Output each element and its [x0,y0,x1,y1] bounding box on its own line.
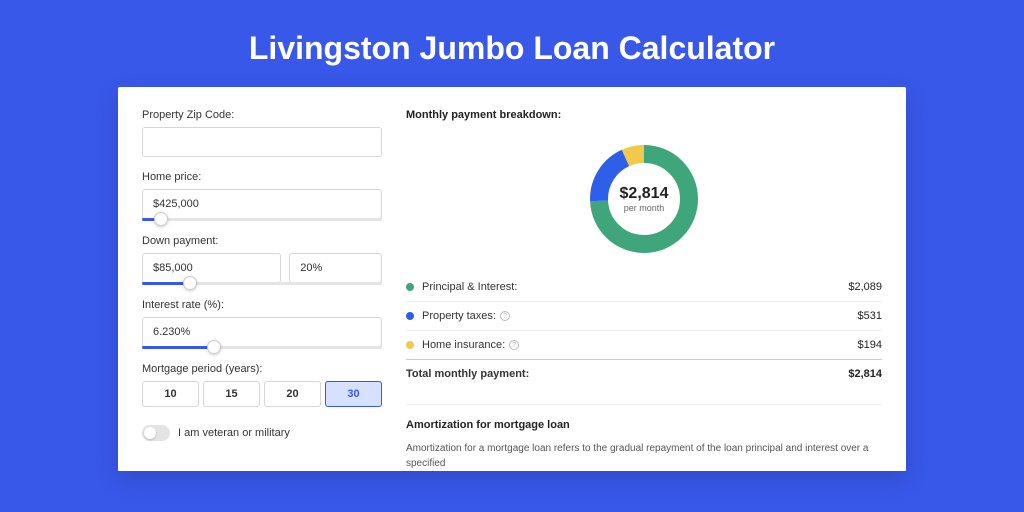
donut-chart: $2,814 per month [584,139,704,259]
mortgage-period-group: 10152030 [142,381,382,407]
legend-dot [406,283,414,291]
period-option-20[interactable]: 20 [264,381,321,407]
legend-row: Property taxes:? $531 [406,301,882,330]
down-payment-input[interactable] [142,253,281,283]
field-zip: Property Zip Code: [142,109,382,157]
legend-row: Home insurance:? $194 [406,330,882,359]
field-mortgage-period: Mortgage period (years): 10152030 [142,363,382,407]
info-icon[interactable]: ? [509,340,519,350]
inputs-column: Property Zip Code: Home price: Down paym… [142,109,382,471]
donut-chart-wrap: $2,814 per month [406,133,882,273]
zip-input[interactable] [142,127,382,157]
legend-label: Principal & Interest: [422,281,517,293]
breakdown-title: Monthly payment breakdown: [406,109,882,121]
info-icon[interactable]: ? [500,311,510,321]
breakdown-column: Monthly payment breakdown: $2,814 per mo… [406,109,882,471]
amortization-text: Amortization for a mortgage loan refers … [406,441,882,471]
total-row: Total monthly payment: $2,814 [406,359,882,388]
home-price-input[interactable] [142,189,382,219]
interest-rate-slider[interactable] [142,346,382,349]
legend-label: Home insurance: [422,339,505,351]
period-option-15[interactable]: 15 [203,381,260,407]
home-price-label: Home price: [142,171,382,183]
interest-rate-label: Interest rate (%): [142,299,382,311]
period-option-30[interactable]: 30 [325,381,382,407]
donut-center: $2,814 per month [584,139,704,259]
legend-value: $531 [858,310,882,322]
home-price-slider[interactable] [142,218,382,221]
legend-dot [406,312,414,320]
total-label: Total monthly payment: [406,368,529,380]
toggle-knob [144,427,156,439]
legend: Principal & Interest: $2,089 Property taxe… [406,273,882,359]
legend-dot [406,341,414,349]
page-title: Livingston Jumbo Loan Calculator [0,0,1024,87]
veteran-label: I am veteran or military [178,427,290,439]
veteran-toggle[interactable] [142,425,170,441]
total-value: $2,814 [848,368,882,380]
donut-amount: $2,814 [620,185,669,203]
field-interest-rate: Interest rate (%): [142,299,382,349]
legend-value: $194 [858,339,882,351]
legend-row: Principal & Interest: $2,089 [406,273,882,301]
down-payment-label: Down payment: [142,235,382,247]
calculator-card: Property Zip Code: Home price: Down paym… [118,87,906,471]
interest-rate-input[interactable] [142,317,382,347]
donut-sub: per month [624,203,665,213]
down-payment-pct-input[interactable] [289,253,382,283]
amortization-title: Amortization for mortgage loan [406,419,882,431]
legend-value: $2,089 [848,281,882,293]
down-payment-slider[interactable] [142,282,382,285]
field-home-price: Home price: [142,171,382,221]
veteran-row: I am veteran or military [142,425,382,441]
period-option-10[interactable]: 10 [142,381,199,407]
field-down-payment: Down payment: [142,235,382,285]
zip-label: Property Zip Code: [142,109,382,121]
mortgage-period-label: Mortgage period (years): [142,363,382,375]
legend-label: Property taxes: [422,310,496,322]
amortization-section: Amortization for mortgage loan Amortizat… [406,404,882,471]
